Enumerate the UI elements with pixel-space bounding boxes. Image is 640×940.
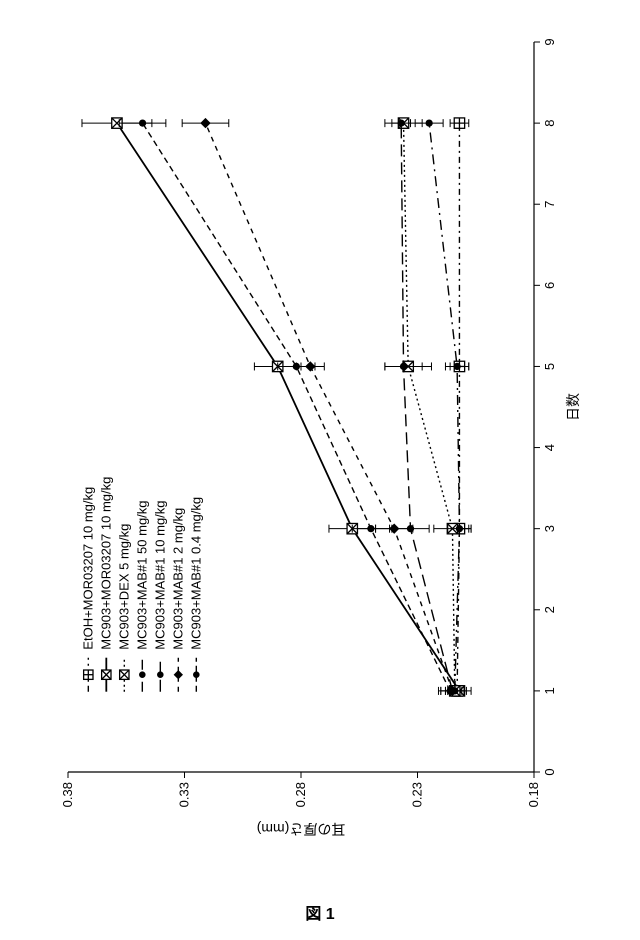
svg-text:3: 3	[542, 525, 557, 532]
svg-text:2: 2	[542, 607, 557, 614]
ear-thickness-chart: 0.18 0.23 0.28 0.33 0.38 0 1 2 3 4 5 6 7 8 9 日数耳の厚さ(mm)…	[50, 22, 590, 842]
svg-text:0.38: 0.38	[60, 782, 75, 807]
svg-text:9: 9	[542, 39, 557, 46]
svg-text:日数: 日数	[565, 393, 581, 421]
svg-text:0.23: 0.23	[410, 782, 425, 807]
svg-text:0.28: 0.28	[293, 782, 308, 807]
svg-text:MC903+MAB#1 2 mg/kg: MC903+MAB#1 2 mg/kg	[170, 508, 185, 650]
page: 0.18 0.23 0.28 0.33 0.38 0 1 2 3 4 5 6 7 8 9 日数耳の厚さ(mm)…	[0, 0, 640, 940]
svg-text:MC903+MAB#1 10 mg/kg: MC903+MAB#1 10 mg/kg	[152, 501, 167, 650]
svg-text:5: 5	[542, 363, 557, 370]
svg-text:耳の厚さ(mm): 耳の厚さ(mm)	[257, 821, 346, 837]
svg-text:0.33: 0.33	[177, 782, 192, 807]
svg-text:0: 0	[542, 769, 557, 776]
svg-text:4: 4	[542, 444, 557, 451]
svg-text:0.18: 0.18	[526, 782, 541, 807]
figure-label: 図 1	[0, 900, 640, 924]
svg-text:7: 7	[542, 201, 557, 208]
svg-text:8: 8	[542, 120, 557, 127]
svg-text:1: 1	[542, 688, 557, 695]
chart-container: 0.18 0.23 0.28 0.33 0.38 0 1 2 3 4 5 6 7 8 9 日数耳の厚さ(mm)…	[50, 22, 590, 842]
svg-text:6: 6	[542, 282, 557, 289]
svg-text:EtOH+MOR03207 10 mg/kg: EtOH+MOR03207 10 mg/kg	[80, 487, 95, 650]
svg-text:MC903+MAB#1 0.4 mg/kg: MC903+MAB#1 0.4 mg/kg	[188, 497, 203, 650]
svg-text:MC903+DEX 5 mg/kg: MC903+DEX 5 mg/kg	[116, 524, 131, 650]
svg-text:MC903+MAB#1 50 mg/kg: MC903+MAB#1 50 mg/kg	[134, 501, 149, 650]
svg-text:MC903+MOR03207 10 mg/kg: MC903+MOR03207 10 mg/kg	[98, 477, 113, 650]
